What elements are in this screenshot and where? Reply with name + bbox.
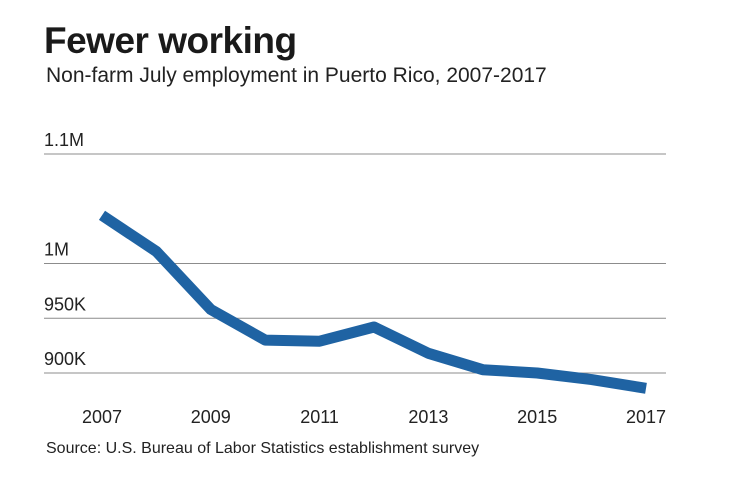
y-tick-label: 950K [44,294,86,314]
data-point-2012 [369,322,379,332]
chart-title: Fewer working [44,20,297,61]
series-line-employment [98,210,647,394]
data-point-2016 [587,375,597,385]
gridlines [44,153,666,374]
y-tick-label: 1.1M [44,130,84,150]
x-tick-label: 2013 [408,407,448,427]
y-tick-label: 1M [44,240,69,260]
data-point-2013 [423,348,433,358]
data-point-2017 [641,383,651,393]
data-point-2008 [151,246,161,256]
series-group [97,210,651,394]
x-tick-label: 2011 [300,407,339,427]
data-point-2011 [315,336,325,346]
x-tick-label: 2007 [82,407,122,427]
data-point-2009 [206,304,216,314]
line-chart: 900K 950K 1M 1.1M 2007 2009 2011 2013 2015 2017 [44,130,666,427]
data-point-2014 [478,365,488,375]
chart-subtitle: Non-farm July employment in Puerto Rico,… [46,64,547,87]
data-point-2007 [97,210,107,220]
y-axis-tick-labels: 900K 950K 1M 1.1M [44,130,86,369]
x-tick-label: 2017 [626,407,666,427]
data-point-2010 [260,335,270,345]
x-tick-label: 2015 [517,407,557,427]
x-axis-tick-labels: 2007 2009 2011 2013 2015 2017 [82,407,666,427]
source-note: Source: U.S. Bureau of Labor Statistics … [46,440,480,457]
data-point-2015 [532,368,542,378]
x-tick-label: 2009 [191,407,231,427]
y-tick-label: 900K [44,349,86,369]
